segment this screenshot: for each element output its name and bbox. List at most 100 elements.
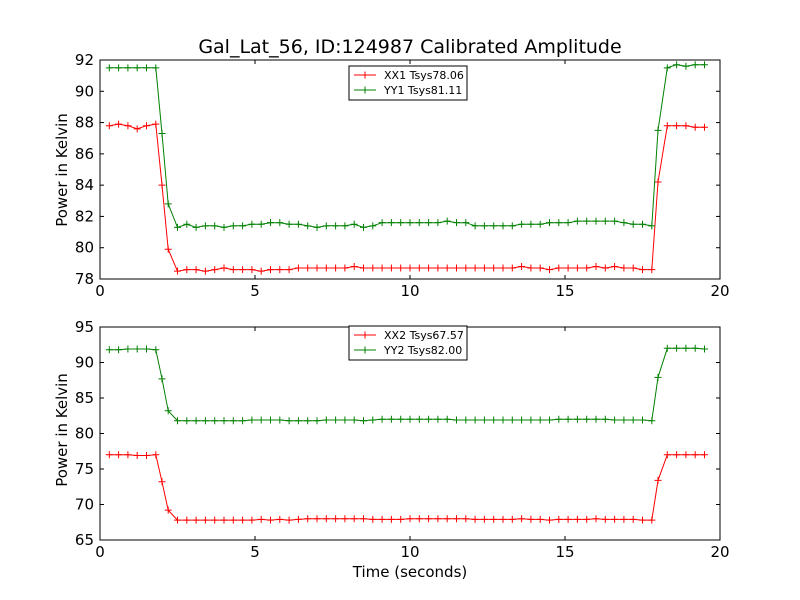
top-series-0-point <box>527 264 535 272</box>
top-y-tick-label: 78 <box>75 270 94 288</box>
top-series-1-point <box>332 222 340 230</box>
bottom-series-line-0 <box>109 454 705 521</box>
bottom-series-1-point <box>527 416 535 424</box>
bottom-series-0-point <box>105 451 113 459</box>
bottom-series-1-point <box>115 346 123 354</box>
bottom-x-axis-label: Time (seconds) <box>352 563 468 581</box>
top-series-0-point <box>682 122 690 130</box>
top-series-0-point <box>546 266 553 274</box>
bottom-series-1-point <box>164 407 172 415</box>
top-series-1-point <box>378 219 386 227</box>
bottom-series-0-point <box>257 515 265 523</box>
top-series-0-point <box>285 266 293 274</box>
bottom-series-0-point <box>267 516 274 524</box>
bottom-x-tick-label: 0 <box>95 543 105 561</box>
bottom-series-1-point <box>211 417 219 425</box>
top-legend: XX1 Tsys78.06 YY1 Tsys81.11 <box>348 65 468 101</box>
top-series-1-point <box>555 219 563 227</box>
top-series-1-point <box>285 220 293 228</box>
top-series-0-point <box>201 267 209 275</box>
top-series-0-point <box>164 245 172 253</box>
bottom-series-0-point <box>453 515 460 523</box>
top-series-1-point <box>133 64 141 72</box>
bottom-series-1-point <box>294 417 302 425</box>
top-series-0-point <box>183 266 191 274</box>
top-series-1-point <box>152 64 160 72</box>
bottom-legend-label-1: YY2 Tsys82.00 <box>383 344 462 357</box>
bottom-series-0-point <box>480 515 488 523</box>
top-series-1-point <box>257 220 265 228</box>
bottom-series-1-point <box>378 415 386 423</box>
top-series-1-point <box>387 219 395 227</box>
bottom-series-0-point <box>220 516 228 524</box>
bottom-legend-marker-1 <box>361 346 369 354</box>
bottom-series-1-point <box>639 416 646 424</box>
top-series-0-point <box>573 264 581 272</box>
bottom-series-1-point <box>406 415 414 423</box>
top-series-1-point <box>518 220 526 228</box>
bottom-series-1-point <box>124 345 132 353</box>
chart-title: Gal_Lat_56, ID:124987 Calibrated Amplitu… <box>198 36 621 58</box>
bottom-series-0-point <box>564 515 572 523</box>
top-legend-label-1: YY1 Tsys81.11 <box>383 84 462 97</box>
bottom-series-1-point <box>313 417 321 425</box>
bottom-series-0-point <box>332 515 340 523</box>
bottom-x-tick-label: 10 <box>400 543 419 561</box>
top-series-0-point <box>248 266 256 274</box>
top-series-0-point <box>341 264 349 272</box>
top-series-0-point <box>397 264 405 272</box>
top-series-0-point <box>564 264 572 272</box>
top-series-1-point <box>701 61 708 69</box>
bottom-series-0-point <box>378 515 386 523</box>
top-series-1-point <box>248 220 256 228</box>
bottom-series-0-point <box>592 515 600 523</box>
bottom-series-1-point <box>611 416 619 424</box>
bottom-series-1-point <box>620 416 628 424</box>
bottom-series-1-point <box>332 416 340 424</box>
top-y-tick-label: 88 <box>75 114 94 132</box>
top-x-tick-label: 20 <box>710 282 729 300</box>
bottom-series-0-point <box>248 516 256 524</box>
bottom-series-1-point <box>462 416 470 424</box>
bottom-y-tick-label: 90 <box>75 354 94 372</box>
top-legend-box <box>348 65 468 101</box>
top-series-0-point <box>220 264 228 272</box>
bottom-series-1-point <box>508 416 516 424</box>
top-series-1-point <box>663 64 671 72</box>
bottom-y-tick-label: 95 <box>75 318 94 336</box>
bottom-series-0-point <box>701 451 708 459</box>
bottom-series-1-point <box>229 417 237 425</box>
top-series-1-point <box>276 219 284 227</box>
top-series-1-point <box>434 219 442 227</box>
top-y-tick-label: 90 <box>75 82 94 100</box>
bottom-series-1-point <box>564 415 572 423</box>
top-series-0-point <box>471 264 479 272</box>
bottom-series-1-point <box>239 417 247 425</box>
bottom-series-0-point <box>443 515 451 523</box>
top-series-0-point <box>192 266 200 274</box>
top-series-1-point <box>546 219 553 227</box>
top-series-1-point <box>201 222 209 230</box>
top-series-0-point <box>691 123 699 131</box>
bottom-x-tick-label: 15 <box>555 543 574 561</box>
bottom-series-1-point <box>443 415 451 423</box>
top-series-0-point <box>332 264 340 272</box>
top-series-0-point <box>369 264 377 272</box>
bottom-series-1-point <box>673 344 681 352</box>
bottom-series-0-point <box>601 515 609 523</box>
bottom-series-0-point <box>304 515 312 523</box>
bottom-series-0-point <box>174 516 181 524</box>
top-series-0-point <box>611 262 619 270</box>
top-x-tick-label: 5 <box>250 282 260 300</box>
top-series-0-point <box>620 264 628 272</box>
bottom-series-0-point <box>471 515 479 523</box>
top-series-1-point <box>239 222 247 230</box>
bottom-series-1-point <box>257 416 265 424</box>
top-series-1-point <box>322 222 330 230</box>
bottom-series-1-point <box>601 415 609 423</box>
bottom-series-1-point <box>267 416 274 424</box>
top-panel: 0 5 10 15 20 78 80 82 84 86 88 90 92 XX1 Tsys78.06 YY1… <box>75 51 730 300</box>
bottom-series-1-point <box>648 417 656 425</box>
bottom-series-1-point <box>276 416 284 424</box>
bottom-series-1-point <box>654 373 662 381</box>
